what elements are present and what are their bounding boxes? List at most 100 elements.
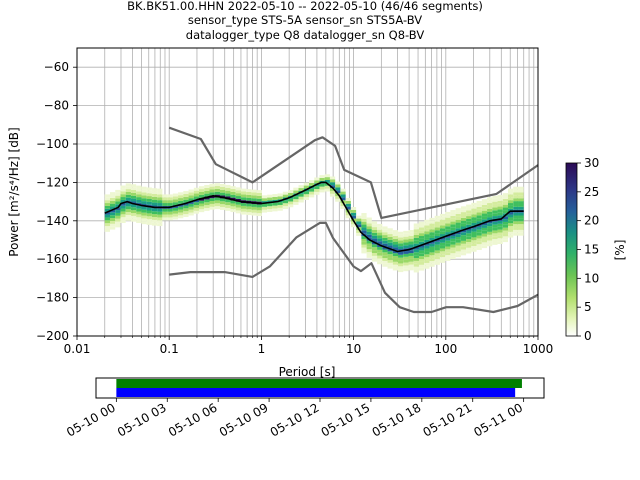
histogram-cell (398, 266, 404, 270)
histogram-cell (497, 215, 503, 219)
histogram-cell (130, 184, 137, 188)
histogram-cell (136, 211, 142, 215)
y-tick-label: −140 (36, 214, 69, 228)
histogram-cell (314, 186, 320, 190)
histogram-cell (214, 206, 220, 210)
histogram-cell (303, 197, 309, 200)
histogram-cell (251, 206, 257, 210)
histogram-cell (429, 217, 435, 221)
histogram-cell (429, 235, 435, 238)
histogram-cell (455, 216, 461, 220)
histogram-cell (513, 215, 519, 219)
histogram-cell (497, 203, 503, 207)
histogram-cell (434, 218, 440, 222)
histogram-cell (115, 218, 121, 222)
histogram-cell (513, 206, 519, 210)
histogram-cell (455, 234, 461, 237)
histogram-cell (513, 204, 519, 207)
histogram-cell (450, 244, 456, 248)
histogram-cell (418, 259, 425, 262)
histogram-cell (366, 254, 372, 258)
histogram-cell (141, 192, 147, 196)
histogram-cell (146, 193, 152, 197)
histogram-cell (424, 219, 430, 223)
histogram-cell (439, 213, 446, 217)
histogram-cell (272, 202, 278, 206)
histogram-cell (518, 221, 524, 225)
histogram-cell (183, 211, 189, 215)
histogram-cell (455, 231, 461, 235)
histogram-cell (476, 224, 482, 227)
histogram-cell (350, 212, 357, 216)
histogram-cell (115, 189, 121, 193)
histogram-cell (408, 258, 414, 262)
histogram-cell (502, 210, 509, 214)
histogram-cell (403, 230, 409, 234)
histogram-cell (125, 183, 131, 187)
histogram-cell (513, 192, 519, 196)
histogram-cell (392, 267, 399, 271)
histogram-cell (120, 214, 126, 218)
histogram-cell (104, 203, 110, 206)
histogram-cell (492, 236, 498, 240)
histogram-cell (104, 200, 110, 204)
histogram-cell (329, 190, 336, 194)
histogram-cell (214, 191, 220, 195)
histogram-cell (487, 243, 493, 247)
histogram-cell (146, 210, 152, 214)
histogram-cell (513, 227, 519, 230)
histogram-cell (109, 220, 116, 224)
histogram-cell (476, 229, 482, 233)
histogram-cell (115, 204, 121, 208)
histogram-cell (240, 205, 247, 209)
histogram-cell (460, 209, 467, 213)
histogram-cell (329, 176, 336, 180)
histogram-cell (371, 238, 378, 242)
histogram-cell (214, 197, 220, 201)
histogram-cell (136, 220, 142, 224)
histogram-cell (518, 192, 524, 196)
histogram-cell (450, 221, 456, 225)
histogram-cell (382, 249, 388, 253)
histogram-cell (146, 213, 152, 217)
histogram-cell (256, 198, 262, 202)
histogram-cell (408, 253, 414, 256)
colorbar-tick-label: 30 (584, 156, 599, 170)
histogram-cell (308, 182, 315, 186)
histogram-cell (398, 257, 404, 261)
histogram-cell (508, 200, 514, 204)
histogram-cell (298, 193, 304, 197)
histogram-cell (455, 251, 461, 255)
histogram-cell (361, 218, 367, 222)
histogram-cell (481, 239, 488, 243)
histogram-cell (209, 201, 215, 204)
histogram-cell (492, 233, 498, 237)
histogram-cell (513, 212, 519, 216)
histogram-cell (136, 214, 142, 218)
histogram-cell (104, 197, 110, 201)
x-tick-label: 10 (346, 342, 361, 356)
histogram-cell (497, 223, 503, 227)
histogram-cell (434, 261, 440, 265)
histogram-cell (450, 210, 456, 213)
histogram-cell (460, 212, 467, 215)
histogram-cell (392, 247, 399, 251)
histogram-cell (445, 246, 451, 250)
histogram-cell (508, 197, 514, 201)
histogram-cell (256, 207, 262, 211)
histogram-cell (424, 242, 430, 246)
histogram-cell (251, 195, 257, 199)
histogram-cell (151, 217, 158, 220)
histogram-cell (502, 224, 509, 228)
histogram-cell (377, 232, 383, 236)
histogram-cell (492, 207, 498, 211)
title-line-1: BK.BK51.00.HHN 2022-05-10 -- 2022-05-10 … (127, 0, 483, 13)
histogram-cell (288, 192, 294, 196)
histogram-cell (230, 186, 236, 190)
histogram-cell (518, 229, 524, 233)
histogram-cell (445, 234, 451, 238)
histogram-cell (288, 189, 294, 193)
histogram-cell (487, 231, 493, 235)
histogram-cell (308, 188, 315, 192)
histogram-cell (288, 198, 294, 202)
